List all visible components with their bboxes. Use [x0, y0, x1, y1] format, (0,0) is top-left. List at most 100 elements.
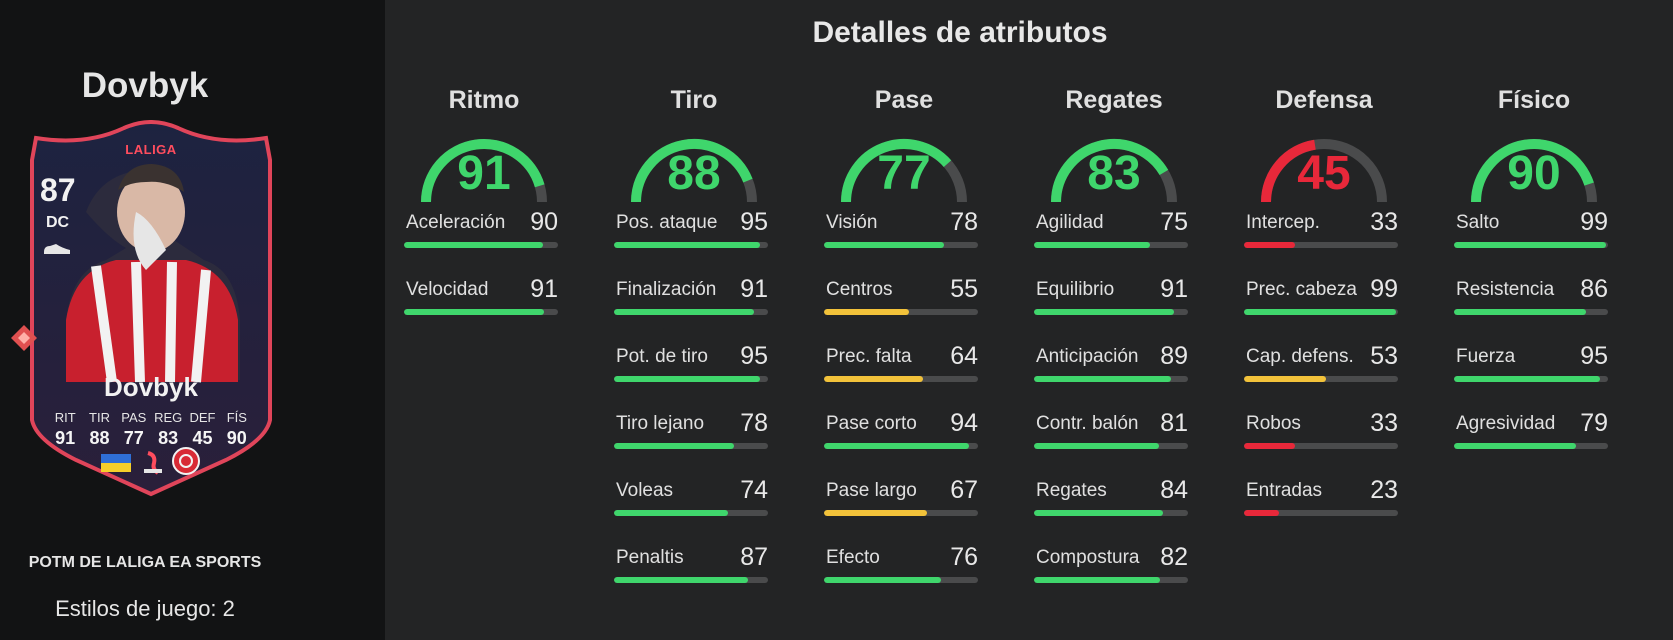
stat-bar-fill [824, 242, 945, 248]
category-gauge: 77 [824, 122, 984, 206]
stat-row: Prec. falta 64 [824, 340, 984, 407]
stat-label: Aceleración [406, 212, 506, 233]
stat-row: Regates 84 [1034, 474, 1194, 541]
card-mini-stats: RIT 91 TIR 88 PAS 77 REG 83 DEF 45 FÍS 90 [48, 410, 254, 449]
stat-row: Resistencia 86 [1454, 273, 1614, 340]
category-title: Ritmo [448, 86, 520, 114]
stat-bar-fill [1454, 309, 1587, 315]
mini-stat-label: REG [154, 410, 183, 425]
stat-value: 33 [1370, 208, 1398, 236]
gauge-fill [631, 139, 753, 203]
stat-bar-fill [1454, 376, 1601, 382]
stat-bar-fill [1454, 443, 1576, 449]
stat-label: Tiro lejano [616, 413, 705, 434]
mini-stat: RIT 91 [48, 410, 82, 449]
stat-label: Velocidad [406, 279, 489, 300]
category-gauge: 91 [404, 122, 564, 206]
stat-value: 78 [950, 208, 978, 236]
stat-bar-track [1454, 376, 1608, 382]
stat-row: Agilidad 75 [1034, 206, 1194, 273]
playstyles-count[interactable]: Estilos de juego: 2 [55, 596, 235, 621]
stat-row: Prec. cabeza 99 [1244, 273, 1404, 340]
mini-stat: DEF 45 [185, 410, 219, 449]
stat-bar-fill [614, 309, 755, 315]
rarity-gem-icon [11, 325, 37, 351]
player-card[interactable]: LALIGA 87 DC Dovbyk RIT 91 TIR 88 PAS 77 RE… [11, 120, 276, 498]
mini-stat-label: PAS [121, 410, 147, 425]
stat-label: Voleas [616, 480, 674, 501]
stat-bar-track [614, 242, 768, 248]
stat-row: Anticipación 89 [1034, 340, 1194, 407]
stat-bar-fill [1454, 242, 1607, 248]
stat-bar-track [1034, 376, 1188, 382]
stat-value: 91 [1160, 275, 1188, 303]
stat-bar-fill [1034, 577, 1161, 583]
stat-bar-track [824, 443, 978, 449]
stat-value: 84 [1160, 476, 1188, 504]
category-title: Físico [1497, 86, 1571, 114]
category-gauge: 88 [614, 122, 774, 206]
stat-value: 91 [530, 275, 558, 303]
category-title: Pase [874, 86, 934, 114]
category-gauge: 45 [1244, 122, 1404, 206]
ukraine-flag-icon [101, 454, 131, 472]
gauge-arc [631, 139, 757, 203]
mini-stat-value: 77 [123, 428, 144, 448]
gauge-arc [1261, 139, 1387, 203]
stat-bar-track [1454, 242, 1608, 248]
stat-bar-track [614, 309, 768, 315]
stat-label: Regates [1036, 480, 1107, 501]
stat-label: Efecto [826, 547, 880, 568]
mini-stat-value: 45 [192, 428, 213, 448]
stat-label: Salto [1456, 212, 1500, 233]
gauge-fill [1051, 139, 1169, 203]
stat-row: Penaltis 87 [614, 541, 774, 608]
stat-row: Efecto 76 [824, 541, 984, 608]
stat-bar-track [824, 376, 978, 382]
stat-label: Anticipación [1036, 346, 1139, 367]
stat-bar-track [1454, 309, 1608, 315]
stat-bar-fill [824, 443, 969, 449]
stat-label: Contr. balón [1036, 413, 1139, 434]
stat-label: Prec. cabeza [1246, 279, 1357, 300]
stat-bar-fill [1244, 510, 1280, 516]
stat-value: 33 [1370, 409, 1398, 437]
stat-row: Centros 55 [824, 273, 984, 340]
stat-bar-fill [1034, 309, 1175, 315]
category-value: 45 [1297, 147, 1351, 200]
stat-value: 94 [950, 409, 978, 437]
stat-label: Pos. ataque [616, 212, 718, 233]
stat-bar-fill [1244, 309, 1397, 315]
stat-label: Finalización [616, 279, 717, 300]
player-name: Dovbyk [81, 66, 209, 105]
stat-value: 87 [740, 543, 768, 571]
stat-value: 74 [740, 476, 768, 504]
gauge-arc [841, 138, 967, 203]
stat-label: Prec. falta [826, 346, 912, 367]
gauge-fill [841, 138, 952, 203]
stat-label: Intercep. [1246, 212, 1320, 233]
category-value: 83 [1087, 147, 1141, 200]
stat-bar-fill [614, 443, 735, 449]
category-físico: Físico 90 Salto 99 Resistencia 86 Fuerza 95 Agre… [1454, 86, 1614, 474]
mini-stat-value: 90 [226, 428, 247, 448]
category-tiro: Tiro 88 Pos. ataque 95 Finalización 91 Pot. de… [614, 86, 774, 608]
stat-row: Cap. defens. 53 [1244, 340, 1404, 407]
card-rating: 87 [40, 172, 76, 208]
stat-bar-track [1454, 443, 1608, 449]
stat-value: 78 [740, 409, 768, 437]
stat-bar-track [824, 242, 978, 248]
promo-title: POTM DE LALIGA EA SPORTS [28, 554, 262, 571]
stat-bar-track [1244, 443, 1398, 449]
stat-bar-fill [404, 242, 543, 248]
stat-row: Aceleración 90 [404, 206, 564, 273]
page-title: Detalles de atributos [812, 16, 1108, 49]
category-pase: Pase 77 Visión 78 Centros 55 Prec. falta 64 Pase… [824, 86, 984, 608]
stat-value: 82 [1160, 543, 1188, 571]
stat-row: Salto 99 [1454, 206, 1614, 273]
card-player-name: Dovbyk [104, 372, 198, 402]
stat-row: Velocidad 91 [404, 273, 564, 340]
stat-label: Cap. defens. [1246, 346, 1354, 367]
stat-row: Tiro lejano 78 [614, 407, 774, 474]
mini-stat-value: 91 [55, 428, 76, 448]
